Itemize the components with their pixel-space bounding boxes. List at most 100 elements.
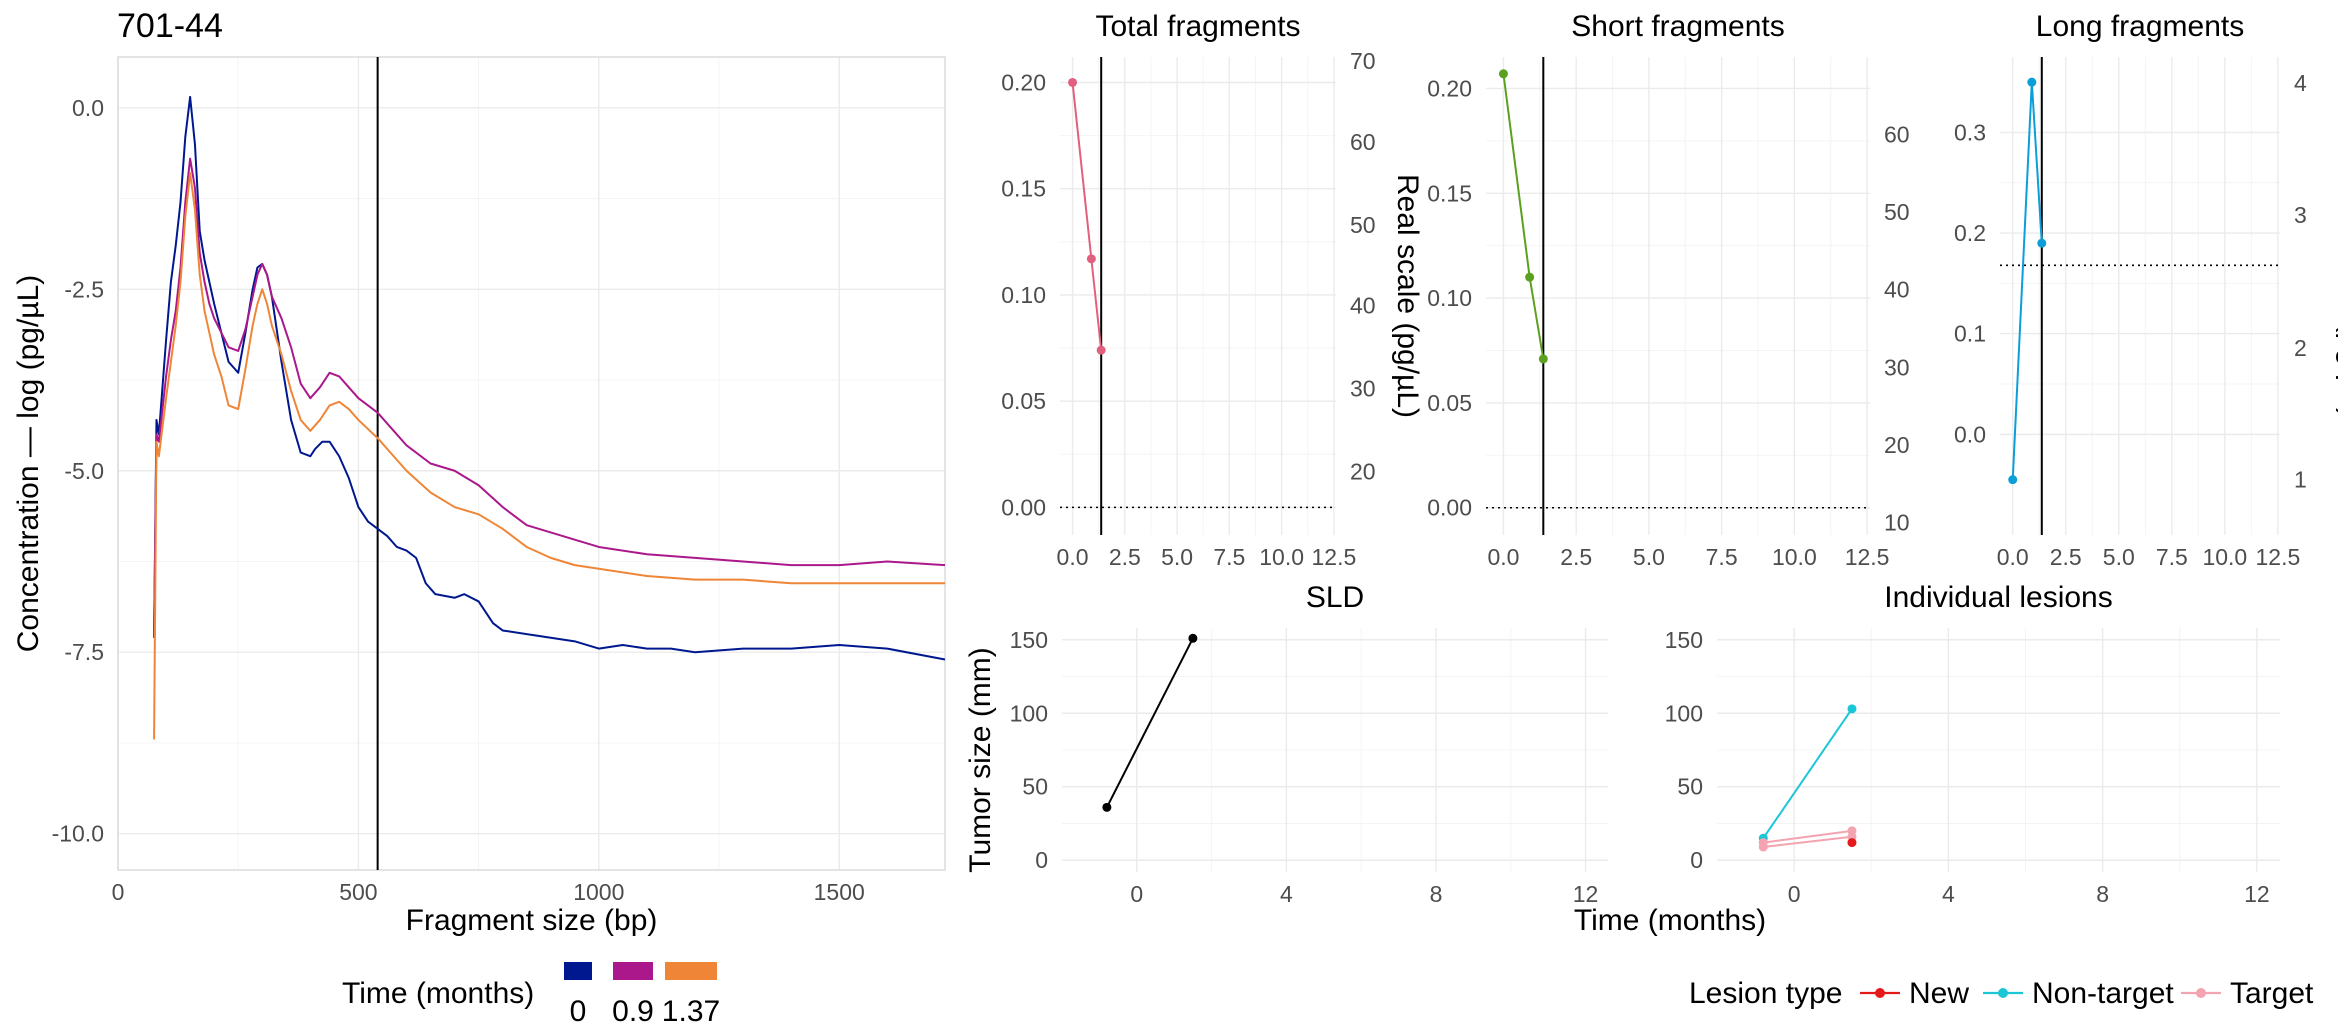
x-tick-label: 12 — [1573, 881, 1599, 907]
y2-tick-label: 10 — [1884, 509, 1910, 535]
data-point — [1525, 272, 1535, 282]
y-axis-title: Concentration — log (pg/µL) — [12, 275, 45, 652]
y-tick-label: -2.5 — [64, 276, 104, 302]
y-tick-label: 50 — [1022, 774, 1048, 800]
lesion-legend-label-target: Target — [2230, 977, 2314, 1010]
x-tick-label: 8 — [1430, 881, 1443, 907]
time-legend-title: Time (months) — [342, 977, 534, 1010]
y-tick-label: 0.2 — [1954, 220, 1986, 246]
y-tick-label: 0.1 — [1954, 321, 1986, 347]
y2-tick-label: 20 — [1350, 458, 1376, 484]
y-tick-label: 0.0 — [72, 95, 104, 121]
x-tick-label: 5.0 — [1161, 544, 1193, 570]
y2-tick-label: 50 — [1350, 212, 1376, 238]
y-tick-label: -5.0 — [64, 458, 104, 484]
x-tick-label: 2.5 — [1109, 544, 1141, 570]
x-tick-label: 4 — [1942, 881, 1955, 907]
time-legend-label-1: 0.9 — [612, 995, 654, 1023]
x-tick-label: 4 — [1280, 881, 1293, 907]
y2-tick-label: 3 — [2294, 202, 2307, 228]
x-tick-label: 7.5 — [1706, 544, 1738, 570]
y2-tick-label: 60 — [1350, 129, 1376, 155]
x-tick-label: 500 — [339, 879, 377, 905]
secondary-axis-title: Real scale (pg/µL) — [2335, 174, 2338, 418]
lesion-legend-key-target — [2181, 988, 2221, 998]
y-tick-label: 100 — [1665, 700, 1703, 726]
x-tick-label: 1000 — [573, 879, 624, 905]
series-line — [2011, 81, 2043, 480]
time-legend-label-2: 1.37 — [662, 995, 720, 1023]
time-legend-key-2 — [665, 962, 717, 980]
y2-tick-label: 50 — [1884, 199, 1910, 225]
y-tick-label: 0.00 — [1427, 495, 1472, 521]
time-legend: Time (months) 0 0.9 1.37 — [342, 962, 720, 1023]
y-tick-label: 0 — [1035, 847, 1048, 873]
x-tick-label: 10.0 — [2202, 544, 2247, 570]
x-tick-label: 5.0 — [2103, 544, 2135, 570]
series-line — [153, 157, 946, 638]
y-tick-label: 50 — [1677, 774, 1703, 800]
x-tick-label: 1500 — [814, 879, 865, 905]
data-point — [2027, 77, 2037, 87]
y2-tick-label: 1 — [2294, 467, 2307, 493]
x-axis-title: Fragment size (bp) — [406, 904, 658, 937]
data-point — [1188, 633, 1198, 643]
y-tick-label: 0.20 — [1001, 69, 1046, 95]
series-line — [1763, 835, 1853, 849]
tumor-size-axis-title: Tumor size (mm) — [964, 647, 997, 873]
y-tick-label: 0.0 — [1954, 421, 1986, 447]
data-point — [1096, 345, 1106, 355]
x-tick-label: 0.0 — [1057, 544, 1089, 570]
data-point — [1102, 802, 1112, 812]
panel-title: Individual lesions — [1884, 581, 2112, 614]
y2-tick-label: 4 — [2294, 70, 2307, 96]
data-point — [1758, 842, 1768, 852]
y-tick-label: 150 — [1665, 627, 1703, 653]
time-legend-key-0 — [564, 962, 592, 980]
panel-short: 0.0 2.5 5.0 7.5 10.0 12.5 0.00 0.05 0.10 0.15 0.20… — [1427, 10, 1909, 570]
y-tick-label: 0.05 — [1427, 390, 1472, 416]
y-tick-label: 100 — [1010, 700, 1048, 726]
y2-tick-label: 30 — [1350, 375, 1376, 401]
x-tick-label: 10.0 — [1259, 544, 1304, 570]
time-axis-title: Time (months) — [1574, 904, 1766, 937]
series-line — [1105, 637, 1194, 808]
x-tick-label: 5.0 — [1633, 544, 1665, 570]
data-point — [1498, 69, 1508, 79]
panel-title: Total fragments — [1095, 10, 1300, 43]
x-tick-label: 2.5 — [2050, 544, 2082, 570]
x-tick-label: 0 — [1788, 881, 1801, 907]
panel-title: Short fragments — [1571, 10, 1784, 43]
x-tick-label: 7.5 — [2156, 544, 2188, 570]
x-tick-label: 8 — [2096, 881, 2109, 907]
data-point — [1086, 254, 1096, 264]
y-tick-label: -7.5 — [64, 639, 104, 665]
x-tick-label: 0.0 — [1487, 544, 1519, 570]
y-tick-label: 0.15 — [1001, 176, 1046, 202]
y2-tick-label: 40 — [1350, 293, 1376, 319]
panel-total: 0.0 2.5 5.0 7.5 10.0 12.5 0.00 0.05 0.10 0.15 0.20… — [1001, 10, 1424, 570]
panel-fragment: 0 500 1000 1500 0.0 -2.5 -5.0 -7.5 -10.0 Fragment… — [12, 56, 946, 937]
x-tick-label: 10.0 — [1772, 544, 1817, 570]
y-tick-label: 150 — [1010, 627, 1048, 653]
x-tick-label: 12.5 — [2255, 544, 2300, 570]
series-line — [1502, 73, 1545, 360]
data-point — [1538, 354, 1548, 364]
time-legend-label-0: 0 — [570, 995, 587, 1023]
time-legend-key-1 — [613, 962, 653, 980]
y-tick-label: 0.10 — [1427, 285, 1472, 311]
y-tick-label: 0 — [1690, 847, 1703, 873]
data-point — [1847, 704, 1857, 714]
panel-title: Long fragments — [2036, 10, 2244, 43]
data-point — [2037, 238, 2047, 248]
y2-tick-label: 40 — [1884, 277, 1910, 303]
lesion-legend-title: Lesion type — [1689, 977, 1842, 1010]
x-tick-label: 12.5 — [1312, 544, 1357, 570]
y2-tick-label: 70 — [1350, 48, 1376, 74]
lesion-legend-key-non-target — [1983, 988, 2023, 998]
data-point — [2008, 475, 2018, 485]
y2-tick-label: 2 — [2294, 335, 2307, 361]
panel-title: SLD — [1306, 581, 1364, 614]
x-tick-label: 7.5 — [1213, 544, 1245, 570]
